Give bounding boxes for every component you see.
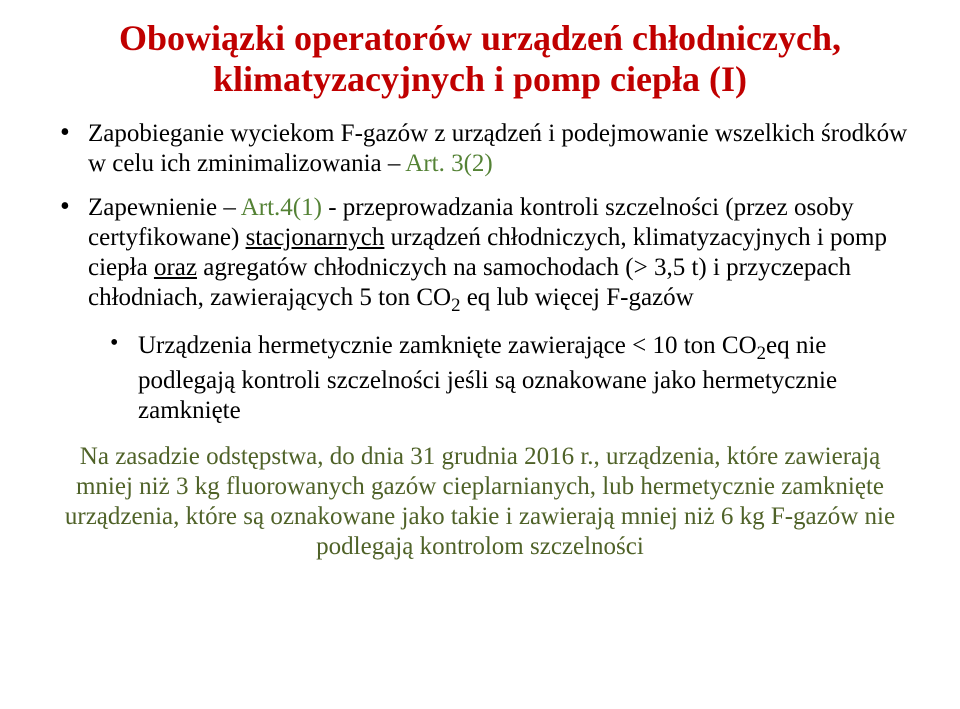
sub-bullet-list: Urządzenia hermetycznie zamknięte zawier… [88,331,920,426]
bullet-2-tail: eq lub więcej F-gazów [460,284,693,311]
bullet-2-underline-1: stacjonarnych [246,224,385,251]
bullet-1-ref: Art. 3(2) [405,150,492,177]
sub-bullet-1-pre: Urządzenia hermetycznie zamknięte zawier… [138,332,757,359]
slide-page: Obowiązki operatorów urządzeń chłodniczy… [0,0,960,709]
bullet-2-pre: Zapewnienie – [88,194,241,221]
bullet-item-1: Zapobieganie wyciekom F-gazów z urządzeń… [88,119,920,179]
title-line-2: klimatyzacyjnych i pomp ciepła (I) [213,59,747,99]
sub-bullet-1: Urządzenia hermetycznie zamknięte zawier… [138,331,920,426]
sub-bullet-1-subscript: 2 [757,343,766,364]
bullet-2-ref: Art.4(1) [241,194,322,221]
bullet-2-underline-2: oraz [154,254,197,281]
bullet-item-2: Zapewnienie – Art.4(1) - przeprowadzania… [88,193,920,426]
bullet-list: Zapobieganie wyciekom F-gazów z urządzeń… [40,119,920,426]
bullet-1-text: Zapobieganie wyciekom F-gazów z urządzeń… [88,120,907,177]
footer-note: Na zasadzie odstępstwa, do dnia 31 grudn… [40,442,920,562]
title-line-1: Obowiązki operatorów urządzeń chłodniczy… [119,18,841,58]
slide-title: Obowiązki operatorów urządzeń chłodniczy… [40,18,920,101]
